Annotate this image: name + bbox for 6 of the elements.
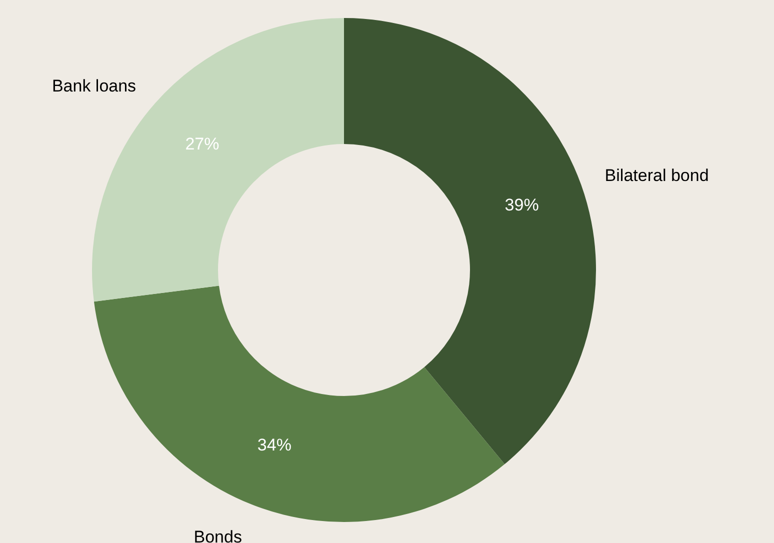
data-label: 34% (257, 435, 292, 454)
data-label: 27% (185, 134, 220, 154)
slice-label: Bonds (194, 527, 242, 543)
data-label: 39% (504, 196, 539, 215)
slice-label: Bilateral bond (604, 166, 709, 185)
slice-label: Bank loans (52, 76, 136, 96)
